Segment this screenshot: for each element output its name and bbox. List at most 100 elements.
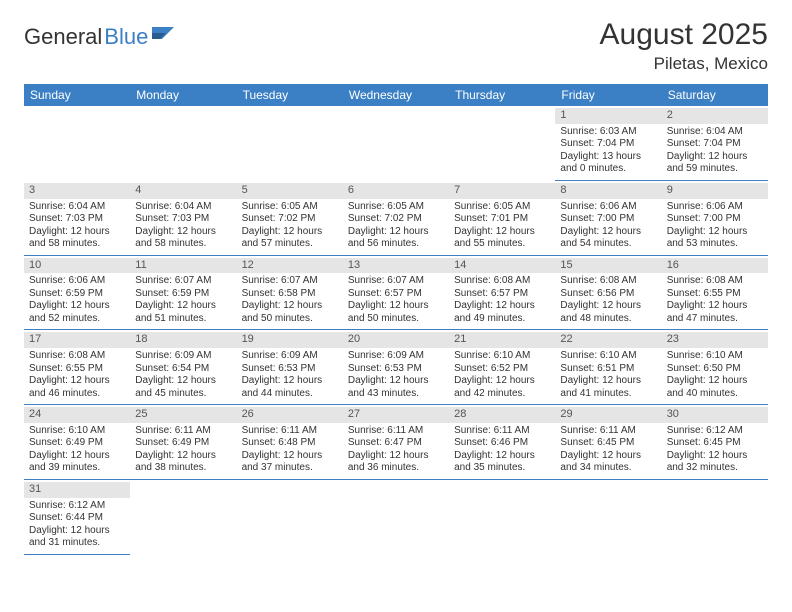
day-d2: and 47 minutes. [667, 313, 763, 326]
day-d1: Daylight: 12 hours [667, 450, 763, 463]
day-cell: 9Sunrise: 6:06 AMSunset: 7:00 PMDaylight… [662, 181, 768, 256]
day-d2: and 44 minutes. [242, 388, 338, 401]
calendar-cell: 8 Sunrise: 6:06 AMSunset: 7:00 PMDaylight… [555, 181, 661, 256]
day-d2: and 0 minutes. [560, 163, 656, 176]
title-block: August 2025 Piletas, Mexico [600, 18, 768, 74]
day-number: 19 [237, 332, 343, 348]
day-d1: Daylight: 12 hours [667, 226, 763, 239]
day-number: 5 [237, 183, 343, 199]
day-d2: and 50 minutes. [348, 313, 444, 326]
day-number: 14 [449, 258, 555, 274]
day-number: 28 [449, 407, 555, 423]
day-d2: and 43 minutes. [348, 388, 444, 401]
day-d1: Daylight: 12 hours [454, 300, 550, 313]
day-sr: Sunrise: 6:11 AM [560, 425, 656, 438]
day-ss: Sunset: 7:04 PM [667, 138, 763, 151]
day-cell: 26Sunrise: 6:11 AMSunset: 6:48 PMDayligh… [237, 405, 343, 480]
calendar-cell [343, 480, 449, 555]
calendar-cell [237, 480, 343, 555]
calendar-cell: 5Sunrise: 6:05 AMSunset: 7:02 PMDaylight… [237, 181, 343, 256]
day-cell: 4Sunrise: 6:04 AMSunset: 7:03 PMDaylight… [130, 181, 236, 256]
day-d1: Daylight: 12 hours [242, 300, 338, 313]
day-d1: Daylight: 12 hours [348, 300, 444, 313]
day-sr: Sunrise: 6:10 AM [560, 350, 656, 363]
day-d1: Daylight: 12 hours [560, 375, 656, 388]
day-cell: 19Sunrise: 6:09 AMSunset: 6:53 PMDayligh… [237, 330, 343, 405]
day-number: 24 [24, 407, 130, 423]
calendar-cell [662, 480, 768, 555]
day-d2: and 39 minutes. [29, 462, 125, 475]
logo: GeneralBlue [24, 24, 178, 50]
day-number: 23 [662, 332, 768, 348]
day-d2: and 32 minutes. [667, 462, 763, 475]
day-sr: Sunrise: 6:04 AM [29, 201, 125, 214]
day-ss: Sunset: 6:49 PM [135, 437, 231, 450]
day-ss: Sunset: 6:51 PM [560, 363, 656, 376]
calendar-cell: 23Sunrise: 6:10 AMSunset: 6:50 PMDayligh… [662, 330, 768, 405]
day-d2: and 54 minutes. [560, 238, 656, 251]
day-ss: Sunset: 7:03 PM [29, 213, 125, 226]
day-sr: Sunrise: 6:08 AM [560, 275, 656, 288]
day-sr: Sunrise: 6:07 AM [242, 275, 338, 288]
day-d1: Daylight: 12 hours [135, 375, 231, 388]
day-cell: 27Sunrise: 6:11 AMSunset: 6:47 PMDayligh… [343, 405, 449, 480]
day-cell: 24Sunrise: 6:10 AMSunset: 6:49 PMDayligh… [24, 405, 130, 480]
day-d1: Daylight: 12 hours [135, 450, 231, 463]
day-number: 17 [24, 332, 130, 348]
day-cell: 12Sunrise: 6:07 AMSunset: 6:58 PMDayligh… [237, 256, 343, 331]
day-d2: and 52 minutes. [29, 313, 125, 326]
calendar-row: 24Sunrise: 6:10 AMSunset: 6:49 PMDayligh… [24, 405, 768, 480]
day-sr: Sunrise: 6:07 AM [348, 275, 444, 288]
day-number: 29 [555, 407, 661, 423]
day-sr: Sunrise: 6:06 AM [560, 201, 656, 214]
day-ss: Sunset: 6:45 PM [667, 437, 763, 450]
calendar-cell [237, 106, 343, 181]
day-d2: and 53 minutes. [667, 238, 763, 251]
day-cell: 25Sunrise: 6:11 AMSunset: 6:49 PMDayligh… [130, 405, 236, 480]
calendar-cell: 1Sunrise: 6:03 AMSunset: 7:04 PMDaylight… [555, 106, 661, 181]
day-d2: and 38 minutes. [135, 462, 231, 475]
calendar-row: 17Sunrise: 6:08 AMSunset: 6:55 PMDayligh… [24, 330, 768, 405]
day-d2: and 42 minutes. [454, 388, 550, 401]
weekday-header: Thursday [449, 84, 555, 106]
calendar-cell: 29Sunrise: 6:11 AMSunset: 6:45 PMDayligh… [555, 405, 661, 480]
weekday-header-row: Sunday Monday Tuesday Wednesday Thursday… [24, 84, 768, 106]
empty-cell [449, 106, 555, 112]
day-d1: Daylight: 12 hours [667, 151, 763, 164]
day-d1: Daylight: 12 hours [454, 450, 550, 463]
day-number: 8 [555, 183, 661, 199]
calendar-cell: 3Sunrise: 6:04 AMSunset: 7:03 PMDaylight… [24, 181, 130, 256]
calendar-cell: 19Sunrise: 6:09 AMSunset: 6:53 PMDayligh… [237, 330, 343, 405]
day-number: 26 [237, 407, 343, 423]
day-ss: Sunset: 7:01 PM [454, 213, 550, 226]
day-ss: Sunset: 7:00 PM [667, 213, 763, 226]
day-d1: Daylight: 12 hours [560, 226, 656, 239]
day-d2: and 36 minutes. [348, 462, 444, 475]
empty-cell [662, 480, 768, 486]
day-d1: Daylight: 12 hours [348, 450, 444, 463]
day-sr: Sunrise: 6:08 AM [454, 275, 550, 288]
day-ss: Sunset: 6:44 PM [29, 512, 125, 525]
calendar-cell [343, 106, 449, 181]
day-number: 27 [343, 407, 449, 423]
day-d1: Daylight: 12 hours [29, 375, 125, 388]
day-ss: Sunset: 6:57 PM [454, 288, 550, 301]
day-d2: and 35 minutes. [454, 462, 550, 475]
day-d1: Daylight: 12 hours [242, 450, 338, 463]
day-sr: Sunrise: 6:10 AM [454, 350, 550, 363]
day-ss: Sunset: 6:53 PM [242, 363, 338, 376]
day-ss: Sunset: 6:58 PM [242, 288, 338, 301]
day-d1: Daylight: 12 hours [667, 300, 763, 313]
day-number: 2 [662, 108, 768, 124]
day-ss: Sunset: 7:00 PM [560, 213, 656, 226]
day-cell: 29Sunrise: 6:11 AMSunset: 6:45 PMDayligh… [555, 405, 661, 480]
day-sr: Sunrise: 6:08 AM [667, 275, 763, 288]
day-cell: 20Sunrise: 6:09 AMSunset: 6:53 PMDayligh… [343, 330, 449, 405]
calendar-cell: 24Sunrise: 6:10 AMSunset: 6:49 PMDayligh… [24, 405, 130, 480]
empty-cell [237, 106, 343, 112]
day-d1: Daylight: 12 hours [135, 300, 231, 313]
weekday-header: Friday [555, 84, 661, 106]
calendar-cell: 26Sunrise: 6:11 AMSunset: 6:48 PMDayligh… [237, 405, 343, 480]
day-ss: Sunset: 6:50 PM [667, 363, 763, 376]
month-title: August 2025 [600, 18, 768, 52]
